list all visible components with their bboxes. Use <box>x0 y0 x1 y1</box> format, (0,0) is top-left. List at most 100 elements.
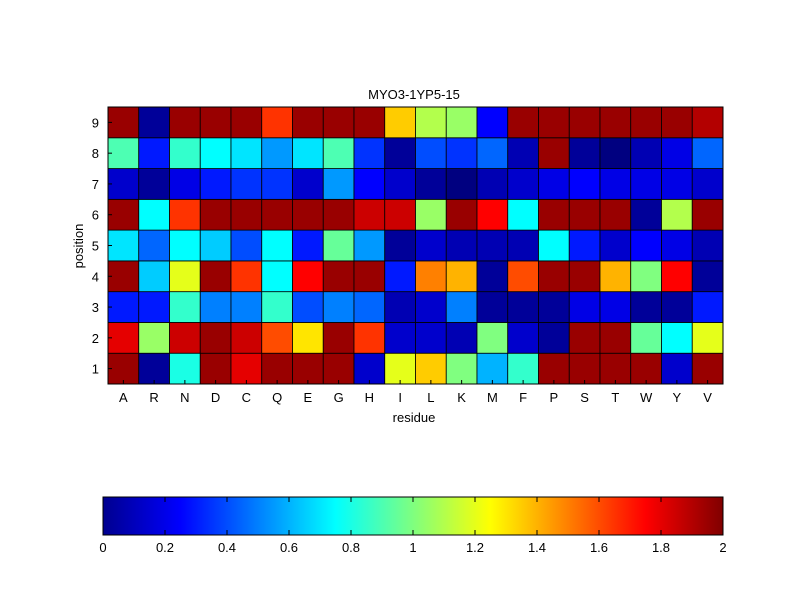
heatmap-cell <box>169 198 201 231</box>
heatmap-cell <box>169 352 201 385</box>
x-tick-label: N <box>180 390 189 405</box>
heatmap-cells <box>107 106 724 385</box>
heatmap-cell <box>138 168 170 200</box>
x-tick-label: G <box>334 390 344 405</box>
heatmap-cell <box>169 291 201 323</box>
heatmap-cell <box>230 198 263 231</box>
heatmap-cell <box>568 106 601 139</box>
heatmap-cell <box>384 137 416 169</box>
x-tick-label: W <box>640 390 653 405</box>
x-tick-label: H <box>365 390 374 405</box>
heatmap-cell <box>507 168 539 200</box>
heatmap-cell <box>292 260 324 293</box>
heatmap-cell <box>353 106 386 139</box>
colorbar-tick-label: 1.2 <box>466 540 484 555</box>
heatmap-cell <box>138 198 170 231</box>
heatmap-cell <box>476 168 509 200</box>
heatmap-cell <box>199 322 232 354</box>
heatmap-cell <box>292 106 324 139</box>
heatmap-cell <box>138 322 170 354</box>
heatmap-cell <box>138 291 170 323</box>
heatmap-cell <box>661 322 693 354</box>
heatmap-cell <box>353 198 386 231</box>
heatmap-cell <box>691 229 724 262</box>
heatmap-cell <box>292 168 324 200</box>
heatmap-cell <box>507 198 539 231</box>
colorbar-tick-label: 1.4 <box>528 540 546 555</box>
x-tick-label: E <box>304 390 313 405</box>
heatmap-cell <box>630 260 662 293</box>
heatmap-cell <box>630 229 662 262</box>
heatmap-cell <box>661 106 693 139</box>
heatmap-cell <box>353 229 386 262</box>
heatmap-cell <box>230 168 263 200</box>
heatmap-cell <box>353 322 386 354</box>
heatmap-cell <box>661 137 693 169</box>
heatmap-cell <box>199 137 232 169</box>
heatmap-cell <box>599 291 632 323</box>
heatmap-cell <box>292 352 324 385</box>
heatmap-cell <box>138 106 170 139</box>
heatmap-cell <box>322 291 355 323</box>
heatmap-cell <box>507 322 539 354</box>
heatmap-cell <box>691 352 724 385</box>
x-tick-label: Q <box>272 390 282 405</box>
heatmap-cell <box>599 260 632 293</box>
heatmap-cell <box>169 322 201 354</box>
heatmap-cell <box>476 137 509 169</box>
heatmap-cell <box>568 322 601 354</box>
heatmap-cell <box>445 229 478 262</box>
y-tick-label: 1 <box>92 362 99 377</box>
heatmap-cell <box>292 229 324 262</box>
colorbar-tick-label: 2 <box>719 540 726 555</box>
x-tick-label: T <box>611 390 619 405</box>
heatmap-cell <box>415 137 447 169</box>
heatmap-cell <box>415 198 447 231</box>
colorbar-tick-label: 0.2 <box>156 540 174 555</box>
heatmap-cell <box>230 229 263 262</box>
heatmap-cell <box>138 229 170 262</box>
heatmap-cell <box>322 168 355 200</box>
heatmap-cell <box>261 322 293 354</box>
heatmap-cell <box>415 106 447 139</box>
heatmap-cell <box>661 168 693 200</box>
heatmap-cell <box>507 106 539 139</box>
colorbar-tick-label: 1.6 <box>590 540 608 555</box>
heatmap-cell <box>599 137 632 169</box>
heatmap-cell <box>199 291 232 323</box>
heatmap-cell <box>445 291 478 323</box>
heatmap-cell <box>322 322 355 354</box>
heatmap-cell <box>169 229 201 262</box>
x-tick-label: L <box>427 390 434 405</box>
heatmap-cell <box>384 291 416 323</box>
heatmap-cell <box>568 168 601 200</box>
heatmap-cell <box>169 137 201 169</box>
heatmap-cell <box>568 229 601 262</box>
heatmap-cell <box>169 106 201 139</box>
heatmap-cell <box>661 198 693 231</box>
heatmap-cell <box>353 352 386 385</box>
heatmap-cell <box>445 260 478 293</box>
heatmap-cell <box>353 291 386 323</box>
heatmap-cell <box>230 106 263 139</box>
heatmap-cell <box>322 352 355 385</box>
heatmap-cell <box>445 137 478 169</box>
y-tick-label: 8 <box>92 146 99 161</box>
heatmap-cell <box>445 198 478 231</box>
y-tick-label: 2 <box>92 331 99 346</box>
heatmap-cell <box>415 168 447 200</box>
heatmap-cell <box>292 137 324 169</box>
heatmap-cell <box>322 260 355 293</box>
y-tick-label: 5 <box>92 239 99 254</box>
heatmap-cell <box>322 229 355 262</box>
heatmap-cell <box>107 352 140 385</box>
chart-title: MYO3-1YP5-15 <box>368 87 460 102</box>
heatmap-cell <box>107 137 140 169</box>
colorbar-tick-label: 0 <box>99 540 106 555</box>
heatmap-cell <box>661 352 693 385</box>
heatmap-cell <box>261 137 293 169</box>
heatmap-cell <box>630 198 662 231</box>
heatmap-cell <box>230 291 263 323</box>
heatmap-cell <box>445 168 478 200</box>
